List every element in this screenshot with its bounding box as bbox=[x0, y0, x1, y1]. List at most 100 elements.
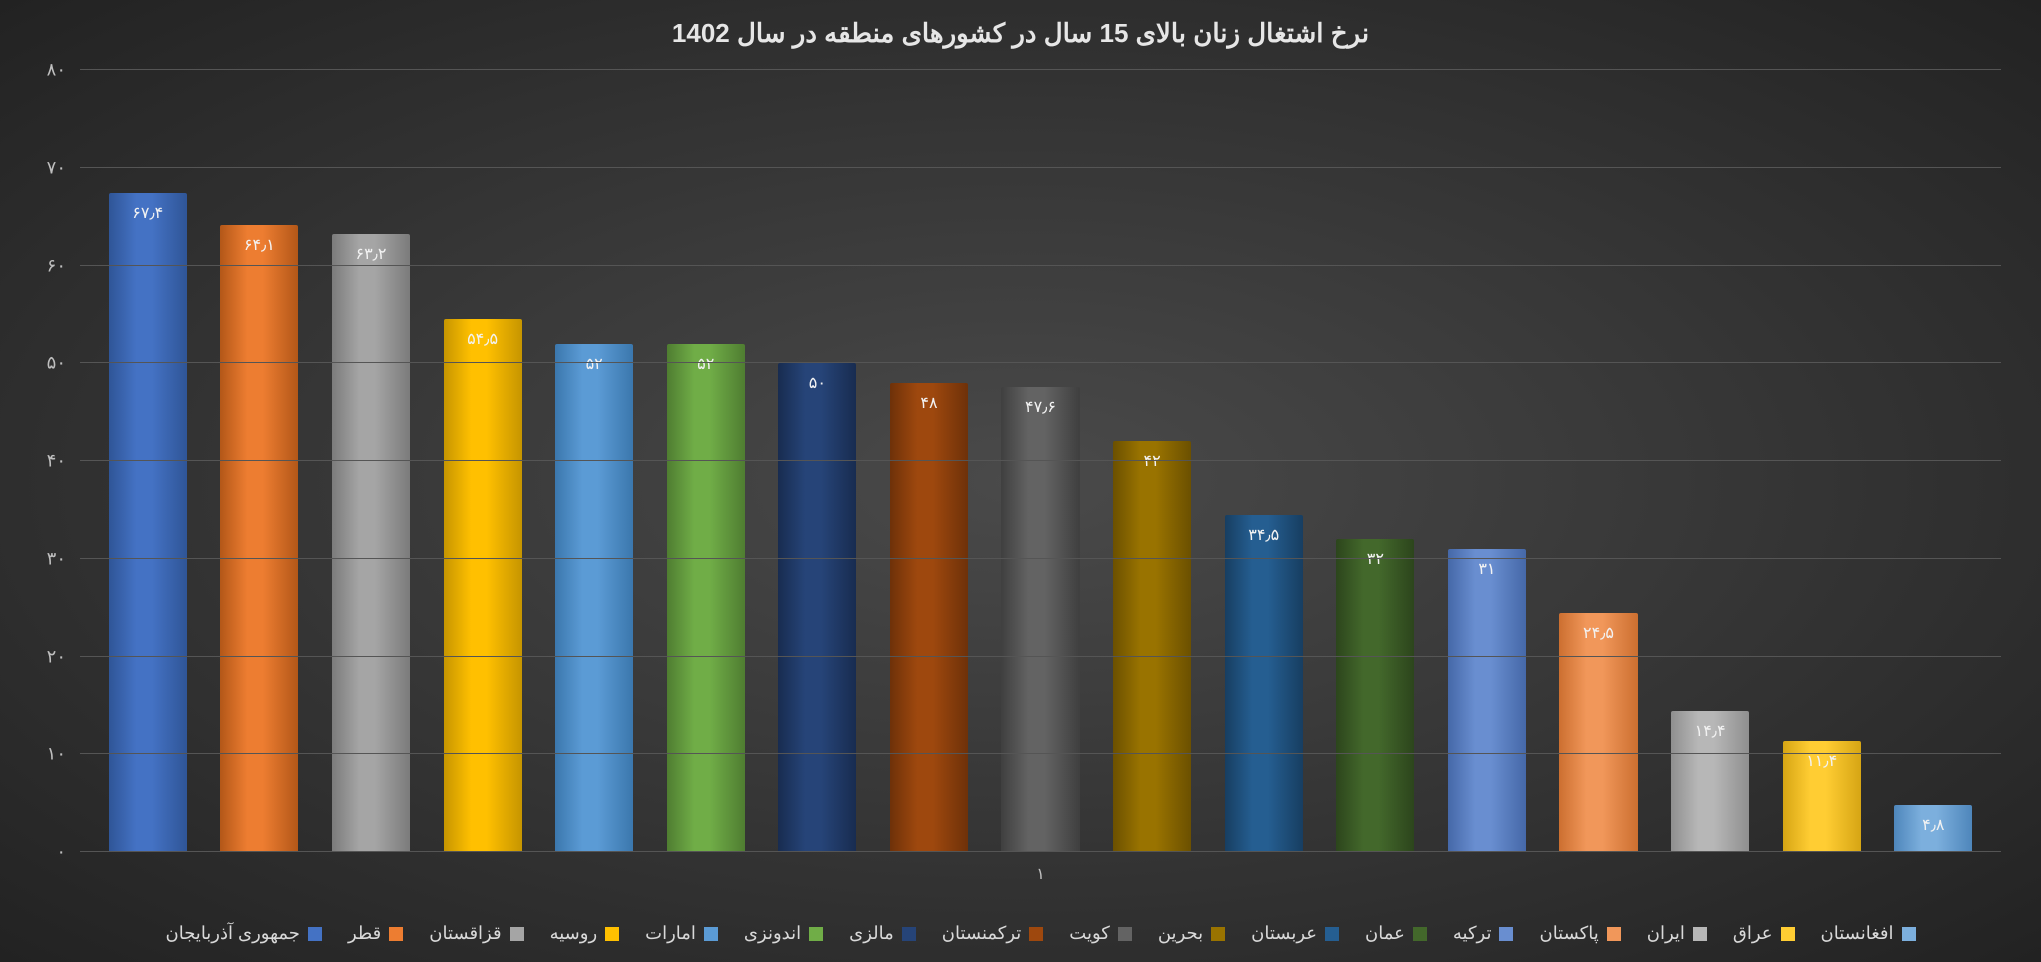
bar-slot: ۵۴٫۵ bbox=[427, 70, 539, 852]
legend-label: قزاقستان bbox=[429, 923, 501, 944]
bar-slot: ۶۷٫۴ bbox=[92, 70, 204, 852]
bar: ۳۴٫۵ bbox=[1225, 515, 1303, 852]
y-tick-label: ۶۰ bbox=[47, 255, 80, 276]
legend-swatch bbox=[605, 927, 619, 941]
legend-item: افغانستان bbox=[1821, 923, 1916, 944]
bar-slot: ۴۲ bbox=[1096, 70, 1208, 852]
bar-value-label: ۲۴٫۵ bbox=[1559, 623, 1637, 643]
legend-label: ایران bbox=[1647, 923, 1685, 944]
bar-slot: ۶۴٫۱ bbox=[204, 70, 316, 852]
bar-slot: ۳۴٫۵ bbox=[1208, 70, 1320, 852]
bar: ۵۴٫۵ bbox=[444, 319, 522, 852]
grid-line bbox=[80, 362, 2001, 363]
bar-value-label: ۳۴٫۵ bbox=[1225, 525, 1303, 545]
grid-line bbox=[80, 851, 2001, 852]
legend-item: جمهوری آذربایجان bbox=[165, 923, 321, 944]
x-axis-label: ۱ bbox=[1036, 852, 1045, 884]
grid-line bbox=[80, 69, 2001, 70]
legend-item: قطر bbox=[348, 923, 403, 944]
bar-value-label: ۱۴٫۴ bbox=[1671, 721, 1749, 741]
y-tick-label: ۸۰ bbox=[47, 60, 80, 81]
bar-slot: ۳۲ bbox=[1320, 70, 1432, 852]
bar: ۵۲ bbox=[555, 344, 633, 852]
bar-group: ۶۷٫۴ ۶۴٫۱ ۶۳٫۲ ۵۴٫۵ ۵۲۵۲ ۵۰ ۴۸ ۴۷٫۶ ۴۲ ۳۴٫۵ ۳۲ ۳۱ ۲۴… bbox=[80, 70, 2001, 852]
legend-item: عربستان bbox=[1251, 923, 1339, 944]
bar-slot: ۴٫۸ bbox=[1878, 70, 1990, 852]
bar-slot: ۳۱ bbox=[1431, 70, 1543, 852]
legend-label: امارات bbox=[645, 923, 696, 944]
grid-line bbox=[80, 460, 2001, 461]
bar: ۴۲ bbox=[1113, 441, 1191, 852]
legend-swatch bbox=[1781, 927, 1795, 941]
bar-value-label: ۴۷٫۶ bbox=[1001, 397, 1079, 417]
bar-slot: ۵۲ bbox=[538, 70, 650, 852]
bar-value-label: ۶۷٫۴ bbox=[109, 203, 187, 223]
legend-swatch bbox=[704, 927, 718, 941]
legend-swatch bbox=[902, 927, 916, 941]
legend-swatch bbox=[1118, 927, 1132, 941]
legend-label: عمان bbox=[1365, 923, 1405, 944]
legend-item: پاکستان bbox=[1539, 923, 1620, 944]
grid-line bbox=[80, 265, 2001, 266]
legend-swatch bbox=[1902, 927, 1916, 941]
bar: ۵۰ bbox=[778, 363, 856, 852]
legend-swatch bbox=[389, 927, 403, 941]
legend-swatch bbox=[1211, 927, 1225, 941]
bar-value-label: ۶۴٫۱ bbox=[220, 235, 298, 255]
bar-value-label: ۵۴٫۵ bbox=[444, 329, 522, 349]
bar-value-label: ۶۳٫۲ bbox=[332, 244, 410, 264]
legend-swatch bbox=[510, 927, 524, 941]
y-tick-label: ۰ bbox=[56, 842, 80, 863]
chart-root: نرخ اشتغال زنان بالای 15 سال در کشورهای … bbox=[0, 0, 2041, 962]
legend-swatch bbox=[1693, 927, 1707, 941]
bar-slot: ۱۱٫۴ bbox=[1766, 70, 1878, 852]
bar: ۲۴٫۵ bbox=[1559, 613, 1637, 852]
bar: ۳۲ bbox=[1336, 539, 1414, 852]
legend-label: افغانستان bbox=[1821, 923, 1894, 944]
bar-slot: ۲۴٫۵ bbox=[1543, 70, 1655, 852]
bar: ۱۴٫۴ bbox=[1671, 711, 1749, 852]
legend-swatch bbox=[308, 927, 322, 941]
grid-line bbox=[80, 656, 2001, 657]
legend-label: عربستان bbox=[1251, 923, 1317, 944]
legend-item: امارات bbox=[645, 923, 718, 944]
y-tick-label: ۷۰ bbox=[47, 157, 80, 178]
bar-value-label: ۴٫۸ bbox=[1894, 815, 1972, 835]
legend-label: جمهوری آذربایجان bbox=[165, 923, 299, 944]
legend-label: عراق bbox=[1733, 923, 1773, 944]
legend-item: کویت bbox=[1069, 923, 1132, 944]
legend-swatch bbox=[1607, 927, 1621, 941]
bar: ۴۸ bbox=[890, 383, 968, 852]
y-tick-label: ۳۰ bbox=[47, 548, 80, 569]
grid-line bbox=[80, 558, 2001, 559]
legend-item: عراق bbox=[1733, 923, 1795, 944]
legend-item: بحرین bbox=[1158, 923, 1225, 944]
bar: ۶۳٫۲ bbox=[332, 234, 410, 852]
legend-swatch bbox=[809, 927, 823, 941]
bar-value-label: ۳۲ bbox=[1336, 549, 1414, 569]
legend-swatch bbox=[1029, 927, 1043, 941]
bar-value-label: ۳۱ bbox=[1448, 559, 1526, 579]
chart-title: نرخ اشتغال زنان بالای 15 سال در کشورهای … bbox=[0, 18, 2041, 49]
bar-slot: ۴۷٫۶ bbox=[985, 70, 1097, 852]
grid-line bbox=[80, 753, 2001, 754]
legend-label: ترکمنستان bbox=[942, 923, 1022, 944]
y-tick-label: ۲۰ bbox=[47, 646, 80, 667]
bar-value-label: ۵۰ bbox=[778, 373, 856, 393]
legend-item: اندونزی bbox=[744, 923, 823, 944]
bar-value-label: ۴۲ bbox=[1113, 451, 1191, 471]
plot-area: ۶۷٫۴ ۶۴٫۱ ۶۳٫۲ ۵۴٫۵ ۵۲۵۲ ۵۰ ۴۸ ۴۷٫۶ ۴۲ ۳۴٫۵ ۳۲ ۳۱ ۲۴… bbox=[80, 70, 2001, 852]
bar-slot: ۶۳٫۲ bbox=[315, 70, 427, 852]
bar-slot: ۱۴٫۴ bbox=[1654, 70, 1766, 852]
legend-swatch bbox=[1325, 927, 1339, 941]
legend-item: مالزی bbox=[849, 923, 916, 944]
legend-item: قزاقستان bbox=[429, 923, 523, 944]
legend-label: روسیه bbox=[550, 923, 598, 944]
legend-swatch bbox=[1413, 927, 1427, 941]
bar: ۵۲ bbox=[667, 344, 745, 852]
legend-swatch bbox=[1499, 927, 1513, 941]
y-tick-label: ۱۰ bbox=[47, 744, 80, 765]
legend-label: بحرین bbox=[1158, 923, 1203, 944]
bar-slot: ۵۲ bbox=[650, 70, 762, 852]
legend-label: اندونزی bbox=[744, 923, 801, 944]
